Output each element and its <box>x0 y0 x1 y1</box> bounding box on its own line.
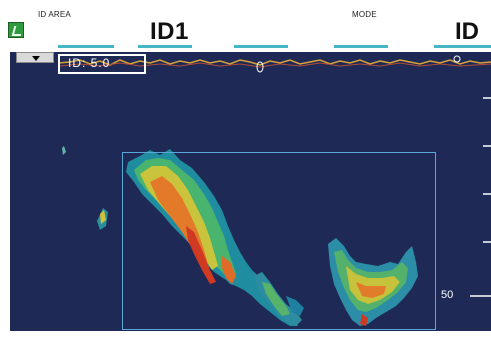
display-bottom-border <box>10 331 491 337</box>
id-area-value[interactable]: ID1 <box>150 18 189 45</box>
header-divider <box>38 45 491 48</box>
surface-line <box>57 59 491 66</box>
app-icon[interactable] <box>8 22 24 38</box>
mode-label: MODE <box>352 10 377 19</box>
surface-marker-circle-right <box>453 55 461 63</box>
depth-scale <box>470 97 491 297</box>
chevron-down-icon <box>32 56 40 61</box>
mode-value[interactable]: ID <box>455 18 479 45</box>
fish-school-echo <box>126 149 304 326</box>
header-dash <box>138 45 192 48</box>
id-area-label: ID AREA <box>38 10 71 19</box>
id-area-selection-box[interactable] <box>122 152 436 330</box>
header-dash <box>58 45 114 48</box>
header-bar <box>8 4 491 50</box>
header-dash <box>334 45 388 48</box>
range-dropdown[interactable] <box>16 52 54 63</box>
id-readout-box <box>58 54 146 74</box>
header-dash <box>434 45 491 48</box>
surface-line-secondary <box>59 62 491 68</box>
right-echo <box>328 238 418 326</box>
depth-scale-label: 50 <box>441 289 454 301</box>
small-echo-left <box>62 146 108 230</box>
surface-marker-circle <box>256 61 264 73</box>
header-dash <box>234 45 288 48</box>
id-readout-text: ID: 5.0 <box>68 56 111 70</box>
